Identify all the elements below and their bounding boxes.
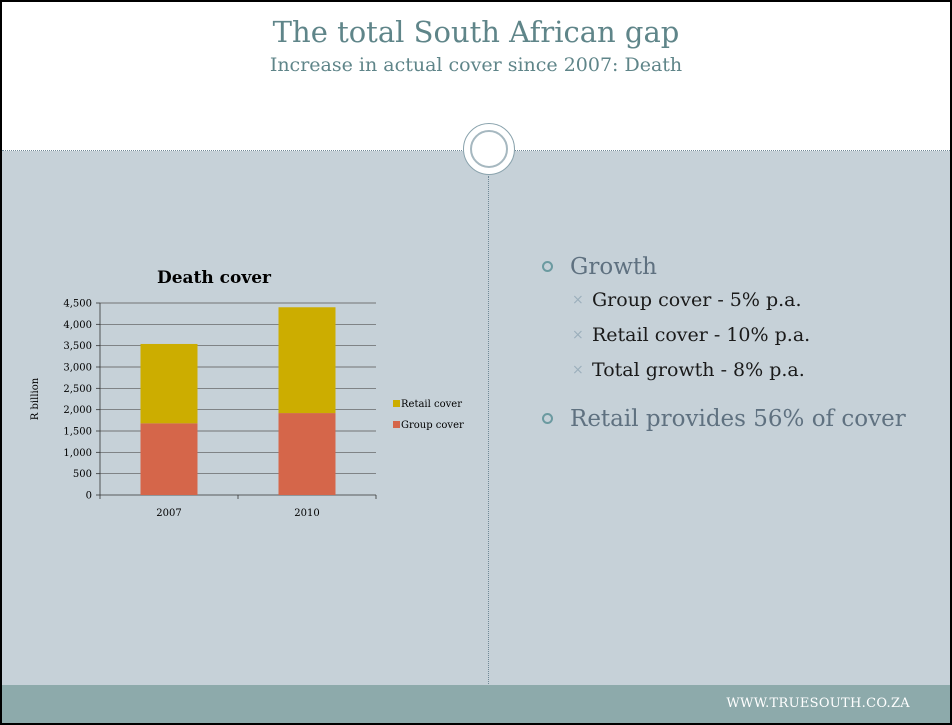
decorative-inner-ring bbox=[470, 130, 508, 168]
bullet-growth: Growth bbox=[542, 252, 922, 282]
bullet-list: Growth × Group cover - 5% p.a. × Retail … bbox=[542, 252, 922, 434]
slide-subtitle: Increase in actual cover since 2007: Dea… bbox=[269, 54, 683, 76]
chart-title: Death cover bbox=[157, 268, 272, 288]
y-tick-label: 1,000 bbox=[63, 448, 92, 459]
sub-bullet-group-cover: × Group cover - 5% p.a. bbox=[542, 288, 922, 312]
growth-sub-list: × Group cover - 5% p.a. × Retail cover -… bbox=[542, 288, 922, 382]
y-axis-label: R billion bbox=[30, 377, 41, 420]
bullet-retail-share: Retail provides 56% of cover bbox=[542, 404, 922, 434]
y-tick-label: 3,000 bbox=[63, 363, 92, 374]
cross-bullet-icon: × bbox=[572, 362, 584, 378]
sub-bullet-text: Total growth - 8% p.a. bbox=[592, 359, 805, 381]
sub-bullet-text: Retail cover - 10% p.a. bbox=[592, 324, 811, 346]
circle-bullet-icon bbox=[542, 261, 553, 272]
circle-bullet-icon bbox=[542, 413, 553, 424]
cross-bullet-icon: × bbox=[572, 327, 584, 343]
y-tick-label: 2,500 bbox=[63, 384, 92, 395]
death-cover-chart: Death cover 0 500 1,000 1,500 2,000 2,500 3,000… bbox=[30, 268, 464, 519]
bar-retail-cover bbox=[278, 307, 336, 414]
y-tick-label: 0 bbox=[86, 491, 92, 502]
sub-bullet-text: Group cover - 5% p.a. bbox=[592, 289, 802, 311]
y-tick-label: 2,000 bbox=[63, 405, 92, 416]
bar-retail-cover bbox=[140, 343, 198, 424]
legend-swatch bbox=[393, 400, 400, 407]
legend-label: Group cover bbox=[401, 420, 464, 431]
bullet-retail-share-text: Retail provides 56% of cover bbox=[570, 406, 906, 432]
slide-title: The total South African gap bbox=[272, 15, 680, 49]
footer-url: WWW.TRUESOUTH.CO.ZA bbox=[726, 696, 910, 711]
column-divider bbox=[488, 176, 489, 684]
x-tick-label: 2007 bbox=[156, 508, 181, 519]
y-tick-label: 3,500 bbox=[63, 341, 92, 352]
sub-bullet-total-growth: × Total growth - 8% p.a. bbox=[542, 358, 922, 382]
legend-label: Retail cover bbox=[401, 399, 462, 410]
bar-group-cover bbox=[140, 423, 198, 495]
cross-bullet-icon: × bbox=[572, 292, 584, 308]
bar-group-cover bbox=[278, 413, 336, 495]
y-tick-label: 4,500 bbox=[63, 299, 92, 310]
decorative-circle-icon bbox=[463, 123, 515, 175]
bullet-growth-text: Growth bbox=[570, 254, 657, 280]
sub-bullet-retail-cover: × Retail cover - 10% p.a. bbox=[542, 323, 922, 347]
x-tick-label: 2010 bbox=[294, 508, 319, 519]
y-tick-label: 4,000 bbox=[63, 320, 92, 331]
y-tick-label: 1,500 bbox=[63, 427, 92, 438]
legend-swatch bbox=[393, 421, 400, 428]
y-tick-label: 500 bbox=[73, 469, 92, 480]
footer-band: WWW.TRUESOUTH.CO.ZA bbox=[2, 685, 950, 723]
